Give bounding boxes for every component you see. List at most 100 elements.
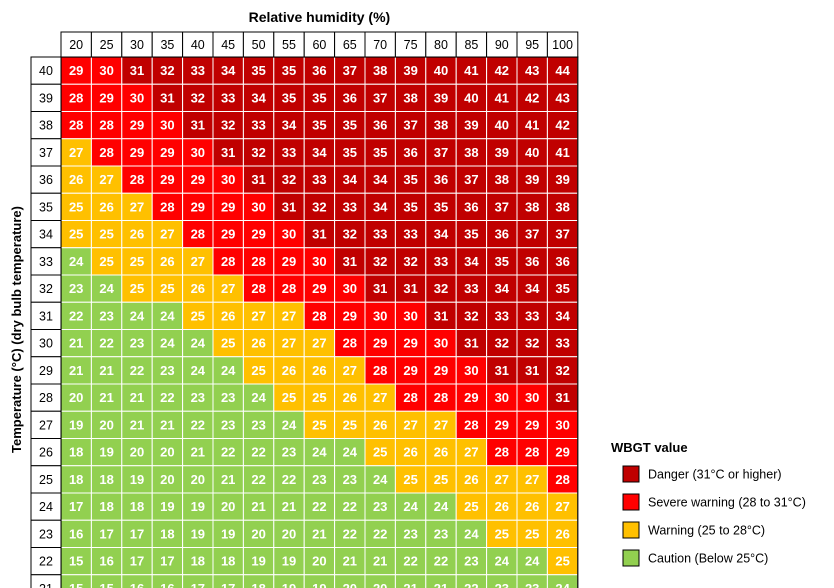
cell-value-label: 30 bbox=[99, 63, 113, 78]
heatmap-cell bbox=[151, 247, 184, 276]
cell-value-label: 25 bbox=[495, 526, 509, 541]
cell-value-label: 30 bbox=[525, 390, 539, 405]
heatmap-cell bbox=[455, 83, 488, 112]
heatmap-cell bbox=[60, 465, 92, 494]
cell-value-label: 27 bbox=[160, 227, 174, 242]
heatmap-cell bbox=[425, 220, 457, 249]
heatmap-cell bbox=[516, 547, 548, 576]
x-tick-cell bbox=[546, 31, 579, 58]
heatmap-cell bbox=[455, 165, 488, 194]
heatmap-cell bbox=[455, 519, 488, 548]
cell-value-label: 29 bbox=[251, 227, 265, 242]
cell-value-label: 16 bbox=[160, 581, 174, 588]
y-tick-cell bbox=[30, 383, 62, 412]
cell-value-label: 38 bbox=[495, 172, 509, 187]
x-tick-cell bbox=[334, 31, 366, 58]
y-tick-cell bbox=[30, 220, 62, 249]
cell-value-label: 26 bbox=[373, 417, 387, 432]
cell-value-label: 27 bbox=[403, 417, 417, 432]
cell-value-label: 27 bbox=[69, 145, 83, 160]
cell-value-label: 39 bbox=[525, 172, 539, 187]
y-tick-label: 40 bbox=[39, 64, 53, 78]
cell-value-label: 38 bbox=[434, 118, 448, 133]
cell-value-label: 30 bbox=[160, 118, 174, 133]
cell-value-label: 23 bbox=[464, 554, 478, 569]
y-tick-cell bbox=[30, 465, 62, 494]
cell-value-label: 20 bbox=[130, 445, 144, 460]
y-tick-label: 21 bbox=[39, 582, 53, 588]
cell-value-label: 43 bbox=[555, 90, 569, 105]
heatmap-cell bbox=[425, 410, 457, 439]
heatmap-cell bbox=[273, 111, 305, 140]
heatmap-cell bbox=[90, 220, 123, 249]
cell-value-label: 43 bbox=[525, 63, 539, 78]
cell-value-label: 31 bbox=[495, 363, 509, 378]
cell-value-label: 35 bbox=[403, 199, 417, 214]
y-tick-label: 31 bbox=[39, 309, 53, 323]
cell-value-label: 29 bbox=[312, 281, 326, 296]
cell-value-label: 28 bbox=[160, 199, 174, 214]
cell-value-label: 22 bbox=[251, 472, 265, 487]
cell-value-label: 28 bbox=[343, 336, 357, 351]
cell-value-label: 23 bbox=[403, 526, 417, 541]
x-tick-label: 80 bbox=[434, 38, 448, 52]
cell-value-label: 30 bbox=[555, 417, 569, 432]
heatmap-cell bbox=[303, 165, 336, 194]
cell-value-label: 27 bbox=[282, 336, 296, 351]
heatmap-cell bbox=[273, 56, 305, 85]
heatmap-cell bbox=[90, 547, 123, 576]
heatmap-cell bbox=[212, 383, 244, 412]
heatmap-cell bbox=[334, 220, 366, 249]
y-tick-cell bbox=[30, 574, 62, 588]
cell-value-label: 18 bbox=[99, 472, 113, 487]
heatmap-cell bbox=[182, 465, 214, 494]
x-tick-cell bbox=[486, 31, 518, 58]
heatmap-cell bbox=[334, 192, 366, 221]
cell-value-label: 22 bbox=[373, 526, 387, 541]
heatmap-cell bbox=[151, 356, 184, 385]
heatmap-cell bbox=[90, 574, 123, 588]
cell-value-label: 20 bbox=[221, 499, 235, 514]
cell-value-label: 34 bbox=[555, 308, 570, 323]
cell-value-label: 30 bbox=[130, 90, 144, 105]
cell-value-label: 29 bbox=[403, 336, 417, 351]
x-tick-label: 25 bbox=[100, 38, 114, 52]
cell-value-label: 28 bbox=[312, 308, 326, 323]
x-tick-label: 60 bbox=[312, 38, 326, 52]
cell-value-label: 22 bbox=[69, 308, 83, 323]
y-tick-label: 38 bbox=[39, 119, 53, 133]
cell-value-label: 23 bbox=[221, 390, 235, 405]
y-tick-label: 29 bbox=[39, 364, 53, 378]
y-tick-cell bbox=[30, 111, 62, 140]
legend-item-label: Warning (25 to 28°C) bbox=[648, 524, 765, 538]
heatmap-cell bbox=[546, 547, 579, 576]
cell-value-label: 24 bbox=[251, 390, 266, 405]
cell-value-label: 30 bbox=[495, 390, 509, 405]
cell-value-label: 33 bbox=[495, 308, 509, 323]
cell-value-label: 33 bbox=[221, 90, 235, 105]
cell-value-label: 32 bbox=[343, 227, 357, 242]
heatmap-cell bbox=[516, 492, 548, 521]
cell-value-label: 21 bbox=[282, 499, 296, 514]
heatmap-cell bbox=[425, 492, 457, 521]
cell-value-label: 27 bbox=[495, 472, 509, 487]
y-tick-label: 32 bbox=[39, 282, 53, 296]
cell-value-label: 23 bbox=[525, 581, 539, 588]
cell-value-label: 26 bbox=[221, 308, 235, 323]
cell-value-label: 33 bbox=[403, 227, 417, 242]
cell-value-label: 39 bbox=[555, 172, 569, 187]
cell-value-label: 31 bbox=[312, 227, 326, 242]
cell-value-label: 27 bbox=[343, 363, 357, 378]
cell-value-label: 41 bbox=[464, 63, 478, 78]
heatmap-cell bbox=[516, 574, 548, 588]
cell-value-label: 22 bbox=[312, 499, 326, 514]
x-axis-ticks: 20 25 30 35 40 45 50 55 60 65 70 75 80 85 90 95 100 bbox=[60, 31, 579, 58]
y-tick-cell bbox=[30, 329, 62, 358]
legend-item-label: Caution (Below 25°C) bbox=[648, 552, 768, 566]
cell-value-label: 34 bbox=[282, 118, 297, 133]
cell-value-label: 24 bbox=[525, 554, 540, 569]
cell-value-label: 24 bbox=[434, 499, 449, 514]
heatmap-cell bbox=[212, 465, 244, 494]
cell-value-label: 17 bbox=[69, 499, 83, 514]
cell-value-label: 22 bbox=[403, 554, 417, 569]
